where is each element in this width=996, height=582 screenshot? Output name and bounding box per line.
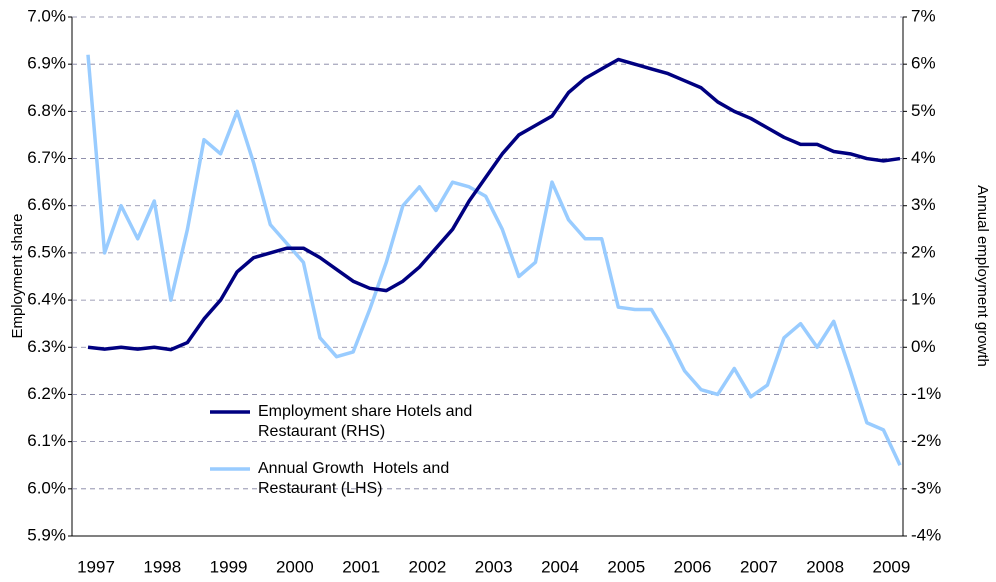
y-tick-label: 6.2% <box>27 384 66 403</box>
y-tick-label: 6.1% <box>27 431 66 450</box>
y2-tick-label: 4% <box>911 148 936 167</box>
x-tick-label: 2006 <box>674 557 712 576</box>
x-tick-label: 2003 <box>475 557 513 576</box>
x-tick-label: 1997 <box>77 557 115 576</box>
y2-axis-title: Annual employment growth <box>974 185 991 367</box>
x-tick-label: 2000 <box>276 557 314 576</box>
y-tick-label: 6.0% <box>27 478 66 497</box>
y-tick-label: 7.0% <box>27 6 66 25</box>
y-tick-label: 6.8% <box>27 101 66 120</box>
series-line <box>86 54 902 466</box>
y-tick-label: 6.4% <box>27 290 66 309</box>
y-axis-title: Employment share <box>9 213 26 338</box>
y2-tick-label: 7% <box>911 6 936 25</box>
y2-tick-label: 1% <box>911 290 936 309</box>
y2-tick-label: 3% <box>911 195 936 214</box>
x-tick-label: 2009 <box>873 557 911 576</box>
y2-tick-label: 6% <box>911 54 936 73</box>
x-tick-label: 2004 <box>541 557 579 576</box>
x-tick-label: 2002 <box>409 557 447 576</box>
y2-tick-label: -4% <box>911 525 941 544</box>
y2-tick-label: -2% <box>911 431 941 450</box>
x-tick-label: 2001 <box>342 557 380 576</box>
legend-label: Annual Growth Hotels and Restaurant (LHS… <box>258 460 454 497</box>
x-tick-label: 2005 <box>607 557 645 576</box>
y-tick-label: 6.6% <box>27 195 66 214</box>
y2-tick-label: 2% <box>911 242 936 261</box>
series-line <box>87 57 901 352</box>
legend-label: Employment share Hotels and Restaurant (… <box>258 403 477 440</box>
x-tick-label: 1999 <box>210 557 248 576</box>
y2-tick-label: -1% <box>911 384 941 403</box>
y-tick-label: 6.9% <box>27 54 66 73</box>
x-tick-label: 2007 <box>740 557 778 576</box>
y-tick-label: 6.5% <box>27 242 66 261</box>
y2-tick-label: -3% <box>911 478 941 497</box>
y-tick-label: 6.3% <box>27 337 66 356</box>
y-tick-label: 5.9% <box>27 525 66 544</box>
y2-tick-label: 0% <box>911 337 936 356</box>
y-tick-label: 6.7% <box>27 148 66 167</box>
x-tick-label: 2008 <box>806 557 844 576</box>
x-tick-label: 1998 <box>143 557 181 576</box>
y2-tick-label: 5% <box>911 101 936 120</box>
